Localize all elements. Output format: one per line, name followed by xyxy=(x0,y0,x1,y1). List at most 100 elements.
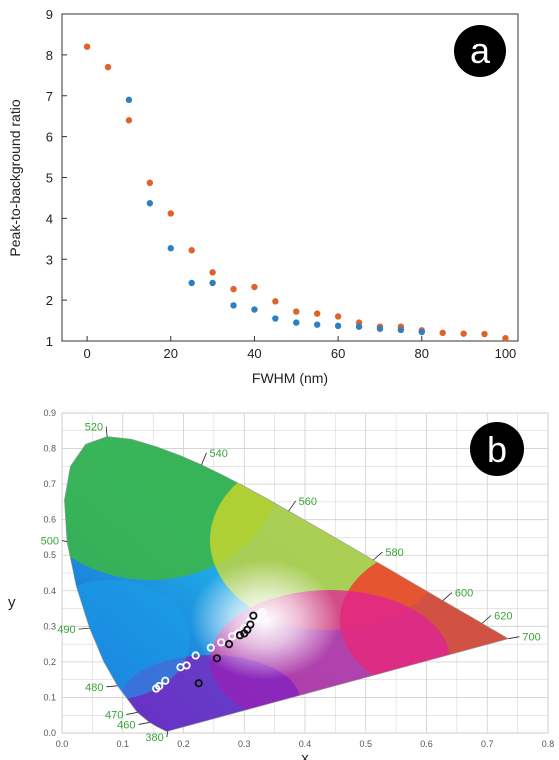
panel-b-ytick-label: 0.8 xyxy=(43,444,56,454)
cie-outline xyxy=(64,436,510,732)
panel-a-point-series-1 xyxy=(272,298,279,305)
panel-b-point-open-black xyxy=(212,654,222,663)
panel-b-ytick-label: 0.2 xyxy=(43,657,56,667)
panel-b-label-badge xyxy=(470,422,524,476)
panel-a-point-series-2 xyxy=(397,326,405,334)
panel-b-point-open-black xyxy=(246,620,255,629)
panel-b-label: b xyxy=(487,429,507,470)
panel-a-point-series-2 xyxy=(167,245,174,252)
panel-b-xtick-label: 0.6 xyxy=(420,739,433,749)
panel-a-point-series-1 xyxy=(230,285,237,293)
panel-a-xtick-label: 20 xyxy=(164,346,178,361)
panel-b-xtick-label: 0.8 xyxy=(542,739,555,749)
panel-a-xtick-label: 80 xyxy=(415,346,429,361)
panel-b-ticks: 0.0 0.1 0.2 0.3 0.4 0.5 0.6 0.7 0.8 0.0 0.1 0.2 0.3 0… xyxy=(43,408,554,749)
panel-a-point-series-2 xyxy=(125,96,133,104)
panel-a-ytick-label: 9 xyxy=(46,7,53,22)
panel-a-point-series-1 xyxy=(104,63,112,71)
panel-a-xtick-label: 0 xyxy=(83,346,90,361)
panel-a-ytick-label: 2 xyxy=(46,293,53,308)
panel-a-xlabel: FWHM (nm) xyxy=(252,370,328,386)
panel-a-point-series-2 xyxy=(313,321,321,328)
panel-b-point-open-white xyxy=(191,651,200,660)
panel-a-point-series-2 xyxy=(251,306,258,313)
panel-a-plot-frame xyxy=(61,13,519,342)
wavelength-label: 700 xyxy=(522,632,540,644)
panel-a-point-series-1 xyxy=(146,179,154,187)
panel-b-point-open-black xyxy=(224,640,234,649)
panel-a-point-series-1 xyxy=(313,310,321,317)
panel-a-label-badge xyxy=(454,25,506,77)
wavelength-label: 500 xyxy=(41,536,59,548)
panel-b-point-open-white xyxy=(258,608,267,617)
panel-b-ytick-label: 0.0 xyxy=(43,728,56,738)
panel-b-xtick-label: 0.3 xyxy=(238,739,251,749)
panel-a: 0 20 40 60 80 100 1 2 3 4 5 6 7 8 9 FWHM (nm) Peak-to-… xyxy=(7,7,519,386)
panel-a-xtick-label: 40 xyxy=(247,346,261,361)
panel-a-ytick-label: 4 xyxy=(46,211,53,226)
panel-a-point-series-2 xyxy=(272,315,279,322)
panel-a-ytick-label: 6 xyxy=(46,130,53,145)
panel-a-point-series-1 xyxy=(209,269,216,276)
panel-b-point-open-white xyxy=(217,638,226,647)
panel-a-point-series-1 xyxy=(439,329,446,337)
panel-a-point-series-2 xyxy=(418,328,425,336)
wavelength-label: 580 xyxy=(385,547,403,559)
panel-b-ytick-label: 0.3 xyxy=(43,621,56,631)
panel-b-xtick-label: 0.1 xyxy=(116,739,129,749)
panel-a-point-series-1 xyxy=(167,210,174,217)
wavelength-label: 490 xyxy=(57,624,75,636)
panel-a-point-series-2 xyxy=(146,200,154,207)
panel-a-ytick-label: 3 xyxy=(46,252,53,267)
panel-b-ylabel: y xyxy=(8,594,16,611)
panel-a-ytick-label: 1 xyxy=(46,334,53,349)
panel-b-point-open-white xyxy=(182,661,191,670)
panel-b-xtick-label: 0.4 xyxy=(299,739,312,749)
panel-a-point-series-1 xyxy=(251,283,258,291)
panel-a-ytick-label: 7 xyxy=(46,89,53,104)
panel-a-xtick-label: 60 xyxy=(331,346,345,361)
panel-b-point-open-white xyxy=(155,681,164,691)
panel-a-point-series-1 xyxy=(481,330,488,338)
panel-a-ylabel: Peak-to-background ratio xyxy=(7,99,23,256)
panel-b-xtick-label: 0.2 xyxy=(177,739,190,749)
panel-b-ytick-label: 0.4 xyxy=(43,586,56,596)
panel-b-xtick-label: 0.0 xyxy=(56,739,69,749)
panel-a-point-series-1 xyxy=(188,247,195,254)
wavelength-label: 520 xyxy=(85,422,103,434)
panel-a-point-series-2 xyxy=(355,323,363,330)
panel-b-ytick-label: 0.7 xyxy=(43,479,56,489)
wavelength-label: 540 xyxy=(209,448,227,460)
panel-b-point-open-white xyxy=(206,643,215,652)
panel-b-point-open-white xyxy=(161,676,170,685)
panel-b-ytick-label: 0.6 xyxy=(43,515,56,525)
panel-b-ytick-label: 0.5 xyxy=(43,550,56,560)
panel-b-xtick-label: 0.5 xyxy=(359,739,372,749)
panel-b-point-open-black xyxy=(194,679,203,688)
panel-b-ytick-label: 0.9 xyxy=(43,408,56,418)
panel-b-point-open-black xyxy=(249,611,258,620)
panel-a-point-series-1 xyxy=(83,43,91,50)
panel-a-point-series-2 xyxy=(376,325,384,332)
wavelength-label: 620 xyxy=(494,610,512,622)
wavelength-label: 480 xyxy=(85,682,103,694)
panel-a-point-series-2 xyxy=(334,322,342,330)
panel-a-ytick-label: 5 xyxy=(46,171,53,186)
panel-a-ytick-label: 8 xyxy=(46,48,53,63)
panel-b-points xyxy=(152,608,267,693)
wavelength-label: 600 xyxy=(455,588,473,600)
wavelength-label: 560 xyxy=(299,496,317,508)
panel-a-point-series-1 xyxy=(293,308,300,315)
panel-b-xtick-label: 0.7 xyxy=(481,739,494,749)
panel-a-point-series-1 xyxy=(460,330,467,337)
panel-a-point-series-2 xyxy=(293,319,300,326)
panel-b-xlabel: x xyxy=(301,750,309,760)
panel-a-label: a xyxy=(470,30,491,71)
panel-a-xtick-label: 100 xyxy=(495,346,517,361)
panel-a-point-series-2 xyxy=(209,279,216,287)
panel-b-point-open-black xyxy=(235,631,245,640)
panel-a-point-series-2 xyxy=(230,302,237,309)
